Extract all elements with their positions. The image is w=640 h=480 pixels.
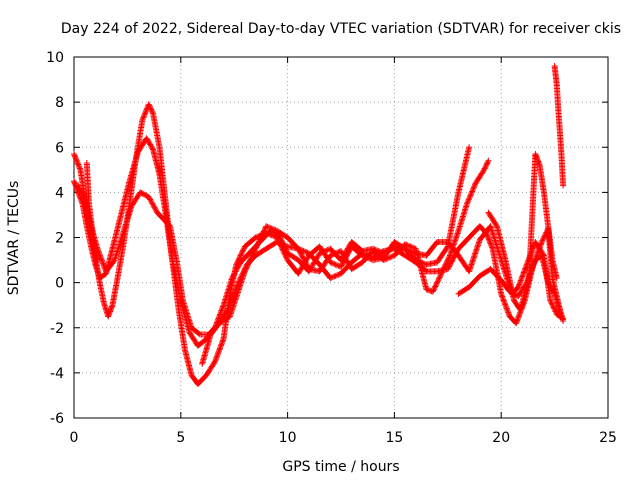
y-tick-label: 2 [55, 231, 64, 247]
y-tick-labels: -6 -4 -2 0 2 4 6 8 10 [46, 50, 64, 427]
x-tick-label: 15 [385, 430, 403, 446]
y-tick-label: -4 [50, 366, 64, 382]
y-tick-label: 8 [55, 95, 64, 111]
series-satellite-track-2 [71, 135, 567, 349]
y-tick-label: 0 [55, 276, 64, 292]
x-tick-label: 20 [492, 430, 510, 446]
data-series [71, 63, 567, 388]
y-tick-label: 4 [55, 185, 64, 201]
x-tick-label: 25 [599, 430, 617, 446]
series-satellite-track-6 [485, 151, 560, 313]
y-axis-label: SDTVAR / TECUs [6, 181, 22, 296]
series-satellite-track-3 [75, 182, 567, 338]
x-tick-label: 0 [70, 430, 79, 446]
plot-frame [73, 56, 609, 419]
x-tick-label: 5 [176, 430, 185, 446]
y-tick-label: -2 [50, 321, 64, 337]
y-tick-label: 6 [55, 140, 64, 156]
series-satellite-track-7 [551, 63, 567, 189]
x-axis-label: GPS time / hours [282, 459, 399, 475]
x-tick-label: 10 [279, 430, 297, 446]
y-tick-label: -6 [50, 411, 64, 427]
series-satellite-track-4 [83, 157, 492, 367]
grid-lines [74, 57, 608, 418]
chart-title: Day 224 of 2022, Sidereal Day-to-day VTE… [61, 21, 621, 37]
x-tick-labels: 0 5 10 15 20 25 [70, 430, 617, 446]
y-tick-label: 10 [46, 50, 64, 66]
